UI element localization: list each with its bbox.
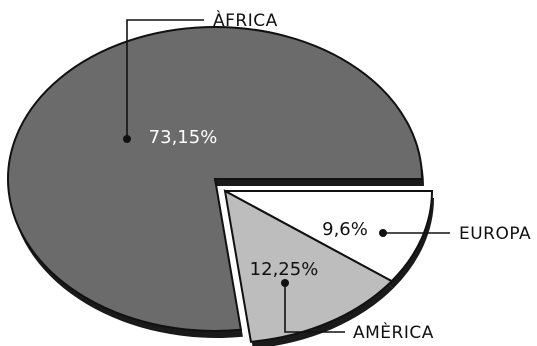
leader-dot-america: [281, 279, 289, 287]
slice-value-africa: 73,15%: [149, 127, 218, 148]
pie-slice-africa: [7, 26, 424, 332]
slice-value-america: 12,25%: [250, 259, 319, 280]
pie-slice-america: [223, 189, 394, 343]
leader-line-africa: [126, 19, 204, 139]
slice-value-europa: 9,6%: [322, 219, 368, 240]
leader-dot-europa: [379, 229, 387, 237]
leader-dot-africa: [123, 135, 131, 143]
slice-label-america: AMÈRICA: [353, 321, 434, 343]
slice-label-africa: ÀFRICA: [213, 9, 278, 31]
slice-label-europa: EUROPA: [459, 224, 531, 244]
leader-line-america: [284, 283, 345, 333]
pie-slice-europa: [224, 190, 434, 283]
